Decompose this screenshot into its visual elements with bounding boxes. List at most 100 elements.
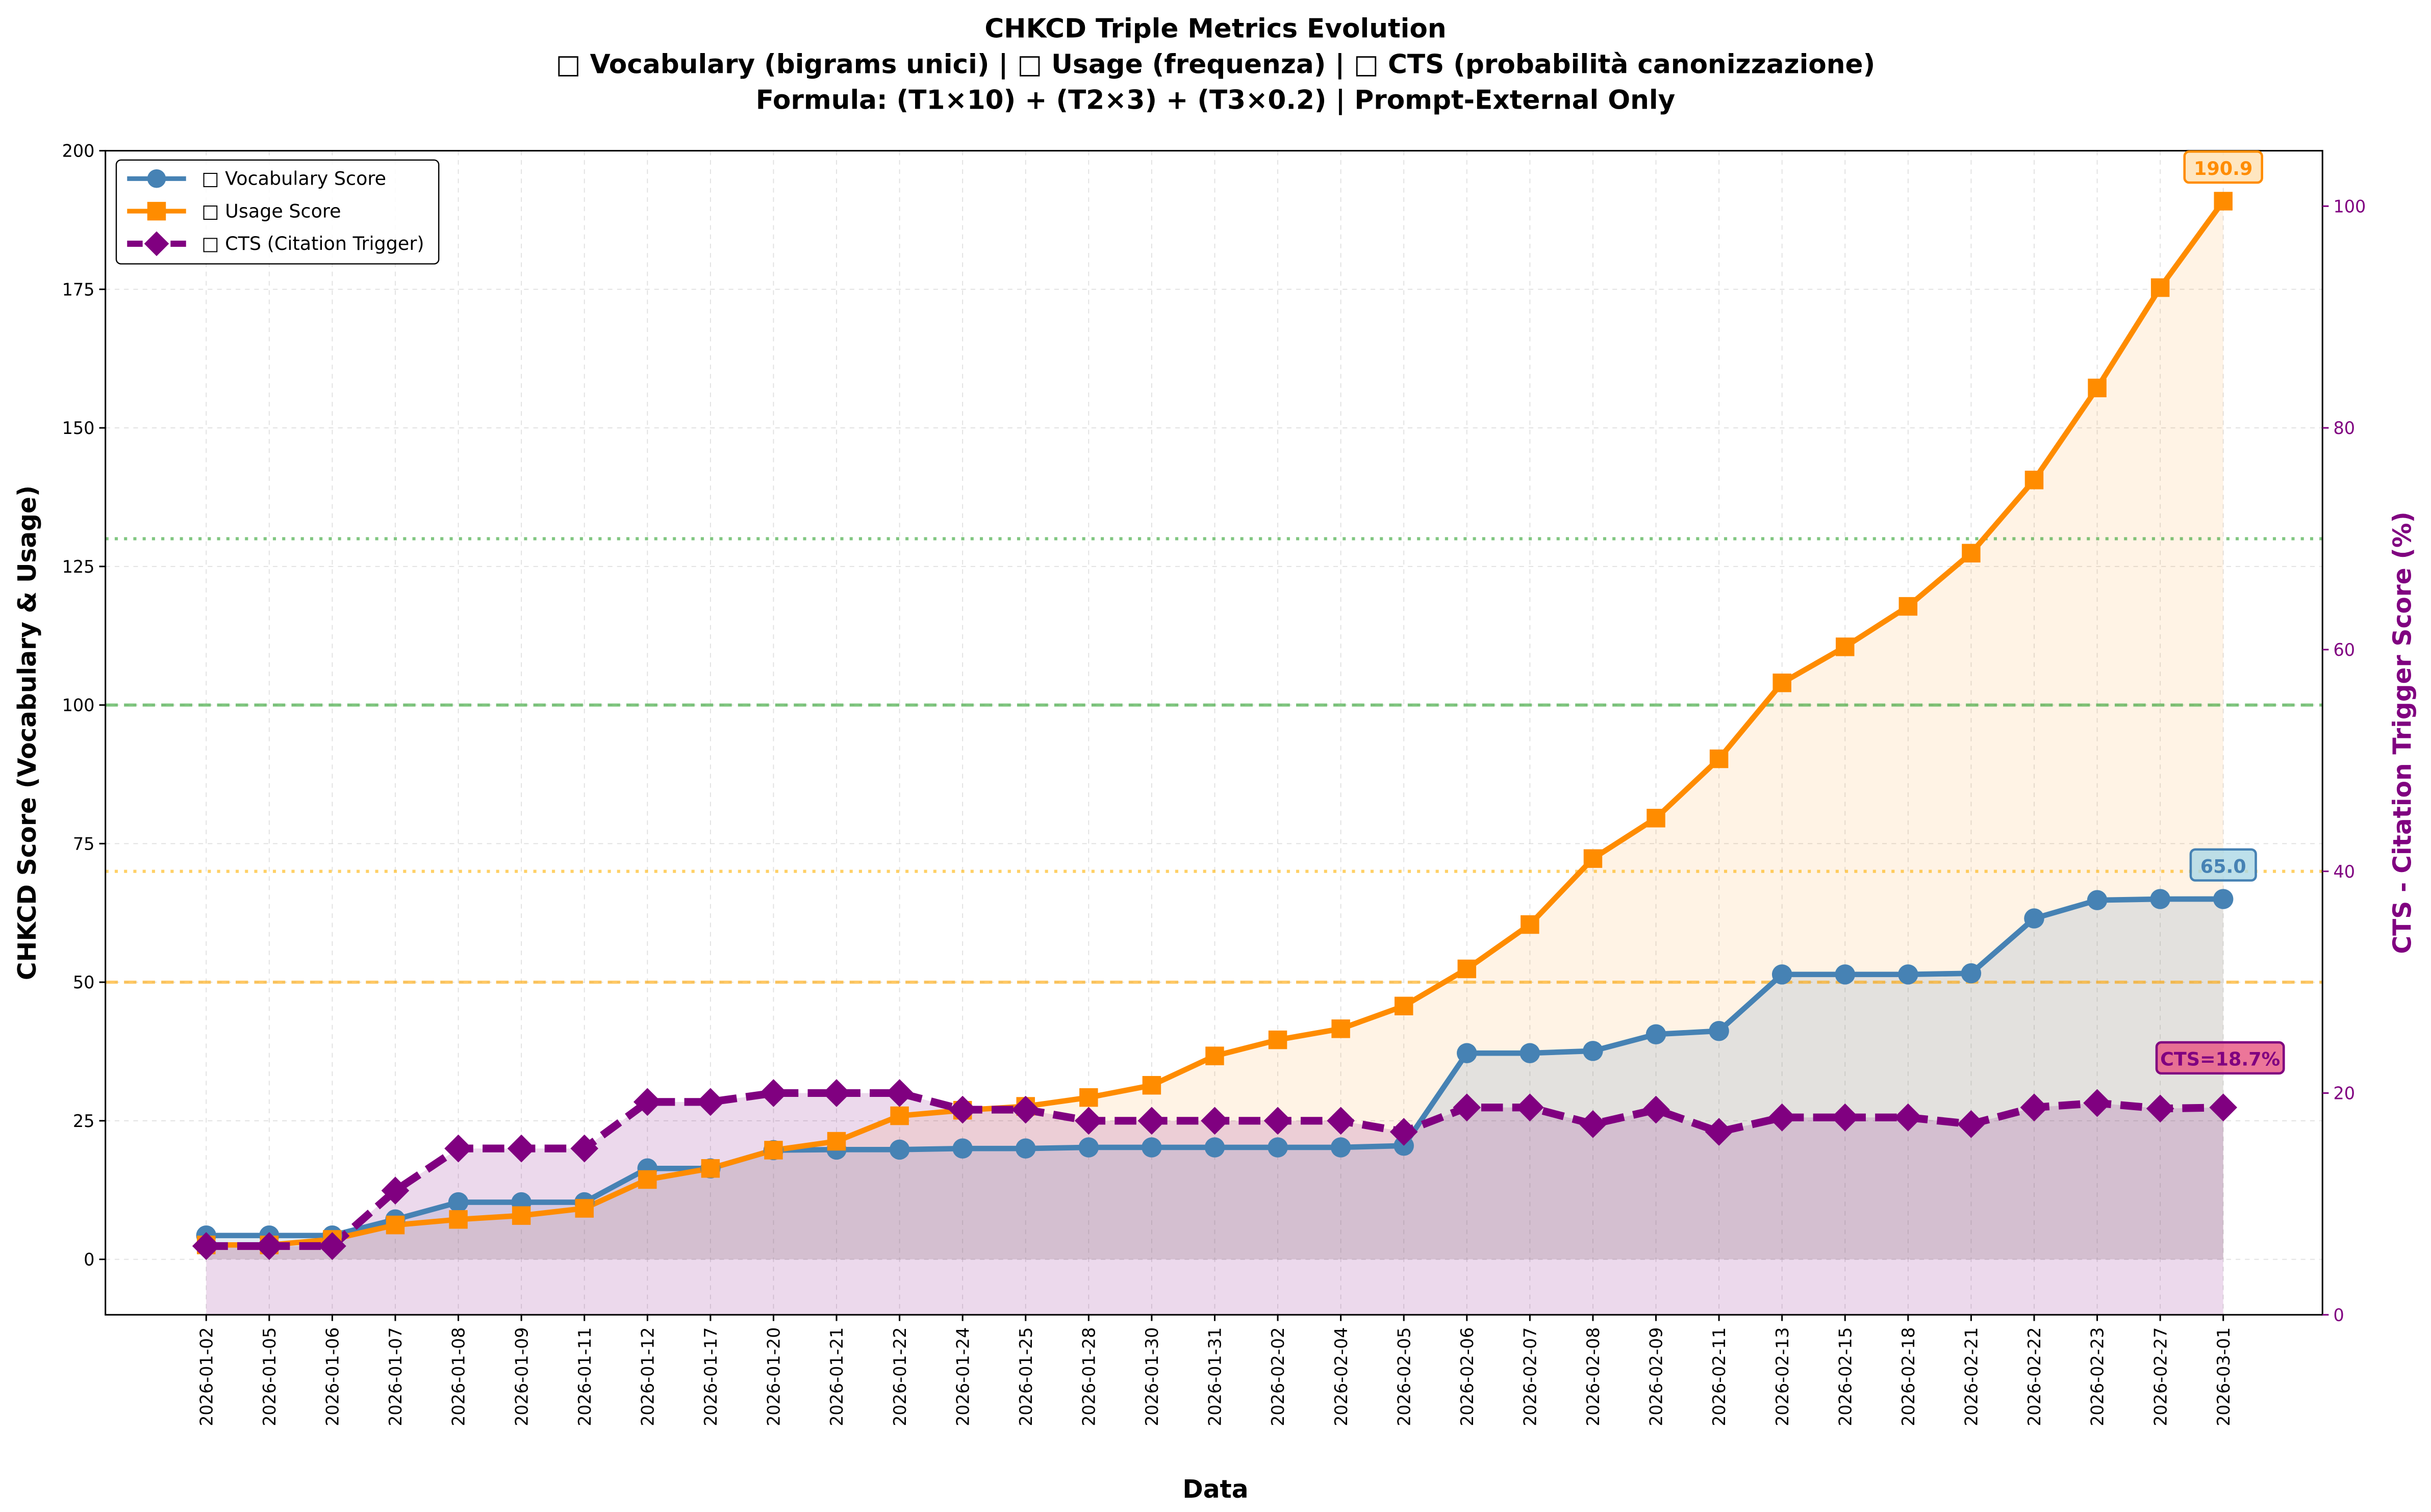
data-point-usage [1331,1019,1350,1038]
y-tick-label-right: 40 [2334,862,2356,882]
data-point-usage [638,1170,657,1189]
x-tick-label: 2026-02-11 [1709,1327,1729,1426]
x-tick-label: 2026-01-20 [764,1327,784,1426]
data-point-vocabulary [1645,1024,1666,1044]
x-tick-label: 2026-01-02 [196,1327,216,1426]
data-point-cts [255,1232,284,1260]
y-tick-label-right: 0 [2334,1305,2344,1325]
data-point-vocabulary [1142,1137,1162,1158]
data-point-vocabulary [1520,1043,1540,1063]
data-point-vocabulary [952,1138,973,1159]
x-tick-label: 2026-02-13 [1772,1327,1792,1426]
x-tick-label: 2026-01-11 [575,1327,595,1426]
x-tick-label: 2026-01-24 [953,1327,973,1426]
y-tick-label-left: 125 [62,557,95,577]
y-tick-label-left: 25 [73,1111,95,1131]
x-tick-label: 2026-02-23 [2088,1327,2108,1426]
data-point-usage [449,1210,468,1229]
y-tick-label-right: 80 [2334,418,2356,438]
data-point-cts [1957,1110,1985,1138]
x-tick-label: 2026-01-12 [638,1327,657,1426]
y-tick-label-right: 100 [2334,196,2366,216]
x-tick-label: 2026-02-27 [2150,1327,2170,1426]
x-tick-label: 2026-01-25 [1016,1327,1036,1426]
data-point-cts [1579,1110,1607,1138]
reference-lines [105,537,2323,984]
data-point-usage [1836,637,1855,656]
x-tick-label: 2026-02-06 [1457,1327,1477,1426]
area-fill-1 [206,201,2223,1260]
x-tick-label: 2026-01-22 [890,1327,910,1426]
y-tick-label-left: 0 [84,1250,94,1270]
annotation-label: 190.9 [2194,158,2252,180]
data-point-usage [764,1141,783,1160]
data-point-usage [1647,809,1665,828]
chart-subtitle-2: Formula: (T1×10) + (T2×3) + (T3×0.2) | P… [756,85,1676,115]
data-point-cts [444,1134,472,1163]
data-point-vocabulary [2150,889,2170,909]
chart-subtitle-1: □ Vocabulary (bigrams unici) | □ Usage (… [556,49,1875,80]
annotation-box [2183,150,2263,184]
annotation-box [2189,848,2257,882]
data-point-cts [633,1088,662,1116]
y-tick-label-left: 175 [62,279,95,299]
data-point-usage [1772,673,1791,693]
legend-label: □ CTS (Citation Trigger) [201,233,424,254]
data-point-cts [1201,1107,1229,1135]
x-tick-label: 2026-02-02 [1268,1327,1288,1426]
y-tick-label-left: 150 [62,418,95,438]
x-tick-label: 2026-03-01 [2214,1327,2234,1426]
data-point-usage [1709,749,1729,768]
annotation-label: CTS=18.7% [2160,1048,2280,1070]
data-point-vocabulary [1771,964,1792,985]
data-point-cts [1327,1107,1355,1135]
legend-marker-circle [147,169,166,188]
data-point-vocabulary [2213,889,2234,909]
data-point-cts [2020,1093,2048,1122]
data-point-usage [575,1199,594,1218]
data-point-cts [1516,1093,1544,1122]
data-point-usage [701,1159,720,1178]
x-axis-label: Data [1182,1475,1248,1504]
data-point-cts [1831,1103,1859,1132]
data-point-cts [885,1079,914,1107]
area-fill-2 [206,1093,2223,1315]
x-tick-label: 2026-02-21 [1962,1327,1982,1426]
x-tick-label: 2026-01-17 [701,1327,721,1426]
y-tick-label-right: 20 [2334,1084,2356,1104]
x-tick-label: 2026-01-07 [386,1327,406,1426]
data-point-usage [386,1215,405,1235]
data-point-usage [1898,597,1918,616]
x-tick-label: 2026-02-18 [1898,1327,1918,1426]
data-point-usage [827,1132,846,1151]
x-tick-label: 2026-01-31 [1205,1327,1225,1426]
data-point-usage [1142,1076,1161,1095]
annotation-box [2155,1041,2285,1075]
legend: □ Vocabulary Score □ Usage Score □ CTS (Ci… [115,159,440,265]
data-point-cts [1263,1107,1292,1135]
x-tick-label: 2026-02-09 [1647,1327,1666,1426]
x-tick-label: 2026-01-28 [1079,1327,1099,1426]
data-point-cts [1453,1093,1481,1122]
data-point-cts [1768,1103,1796,1132]
data-point-usage [2214,192,2233,211]
data-point-usage [1205,1046,1224,1065]
data-point-usage [1394,996,1413,1016]
data-point-cts [1011,1095,1040,1124]
data-point-usage [1079,1088,1098,1107]
data-point-usage [1521,915,1539,934]
y-tick-label-left: 50 [73,972,95,992]
data-point-vocabulary [1835,964,1856,985]
y-axis-label-right: CTS - Citation Trigger Score (%) [2388,511,2417,954]
data-point-usage [2150,278,2170,297]
y-tick-label-left: 100 [62,696,95,715]
x-tick-label: 2026-02-04 [1331,1327,1351,1426]
data-point-vocabulary [1457,1043,1477,1063]
data-point-usage [2088,378,2107,398]
data-point-cts [507,1134,536,1163]
data-point-vocabulary [1709,1020,1729,1041]
x-tick-label: 2026-01-21 [827,1327,847,1426]
x-tick-label: 2026-01-09 [512,1327,531,1426]
data-point-cts [318,1232,346,1260]
x-tick-label: 2026-01-08 [449,1327,469,1426]
